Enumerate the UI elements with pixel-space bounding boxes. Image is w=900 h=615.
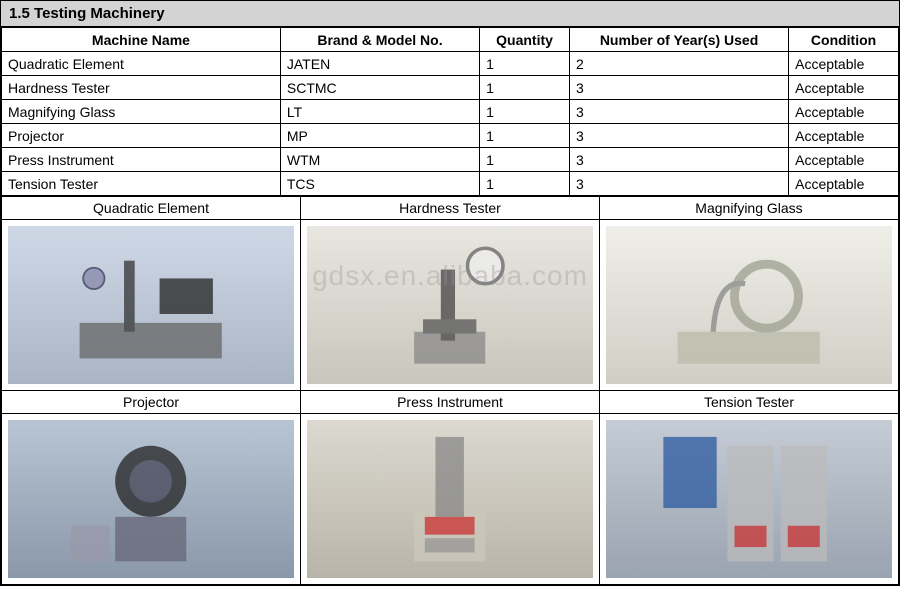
table-row: ProjectorMP13Acceptable [2, 124, 899, 148]
photo-cell [2, 414, 300, 584]
table-row: Hardness TesterSCTMC13Acceptable [2, 76, 899, 100]
photo-cell [2, 220, 300, 390]
cell-years: 3 [569, 148, 788, 172]
photo-cell [301, 414, 599, 584]
photo-label: Projector [2, 391, 300, 414]
photo-label: Hardness Tester [301, 197, 599, 220]
photo-label: Tension Tester [600, 391, 898, 414]
col-header-cond: Condition [789, 28, 899, 52]
machine-photo-icon [307, 226, 593, 384]
cell-cond: Acceptable [789, 76, 899, 100]
cell-years: 2 [569, 52, 788, 76]
table-row: Tension TesterTCS13Acceptable [2, 172, 899, 196]
cell-cond: Acceptable [789, 172, 899, 196]
table-header-row: Machine Name Brand & Model No. Quantity … [2, 28, 899, 52]
cell-brand: JATEN [280, 52, 479, 76]
document-container: 1.5 Testing Machinery Machine Name Brand… [0, 0, 900, 586]
cell-cond: Acceptable [789, 148, 899, 172]
cell-cond: Acceptable [789, 100, 899, 124]
machine-photo-icon [606, 226, 892, 384]
table-row: Press InstrumentWTM13Acceptable [2, 148, 899, 172]
cell-brand: MP [280, 124, 479, 148]
cell-qty: 1 [480, 100, 570, 124]
photo-cell [600, 220, 898, 390]
col-header-name: Machine Name [2, 28, 281, 52]
photo-cell [301, 220, 599, 390]
cell-name: Hardness Tester [2, 76, 281, 100]
cell-qty: 1 [480, 76, 570, 100]
machine-photo-icon [8, 226, 294, 384]
table-row: Quadratic ElementJATEN12Acceptable [2, 52, 899, 76]
cell-years: 3 [569, 100, 788, 124]
photo-label: Quadratic Element [2, 197, 300, 220]
cell-name: Magnifying Glass [2, 100, 281, 124]
cell-brand: WTM [280, 148, 479, 172]
cell-qty: 1 [480, 172, 570, 196]
photo-label: Magnifying Glass [600, 197, 898, 220]
cell-cond: Acceptable [789, 52, 899, 76]
machine-photo-icon [8, 420, 294, 578]
cell-brand: LT [280, 100, 479, 124]
cell-name: Tension Tester [2, 172, 281, 196]
machine-photo-icon [606, 420, 892, 578]
col-header-brand: Brand & Model No. [280, 28, 479, 52]
col-header-years: Number of Year(s) Used [569, 28, 788, 52]
col-header-qty: Quantity [480, 28, 570, 52]
section-header: 1.5 Testing Machinery [1, 1, 899, 27]
cell-brand: SCTMC [280, 76, 479, 100]
cell-qty: 1 [480, 52, 570, 76]
cell-cond: Acceptable [789, 124, 899, 148]
cell-years: 3 [569, 124, 788, 148]
cell-name: Press Instrument [2, 148, 281, 172]
cell-brand: TCS [280, 172, 479, 196]
cell-years: 3 [569, 76, 788, 100]
photo-cell [600, 414, 898, 584]
cell-years: 3 [569, 172, 788, 196]
photo-label: Press Instrument [301, 391, 599, 414]
cell-qty: 1 [480, 148, 570, 172]
cell-name: Projector [2, 124, 281, 148]
machine-photo-icon [307, 420, 593, 578]
machinery-table: Machine Name Brand & Model No. Quantity … [1, 27, 899, 196]
photo-grid: Quadratic Element Hardness Tester Magnif… [1, 196, 899, 585]
cell-qty: 1 [480, 124, 570, 148]
table-row: Magnifying GlassLT13Acceptable [2, 100, 899, 124]
cell-name: Quadratic Element [2, 52, 281, 76]
